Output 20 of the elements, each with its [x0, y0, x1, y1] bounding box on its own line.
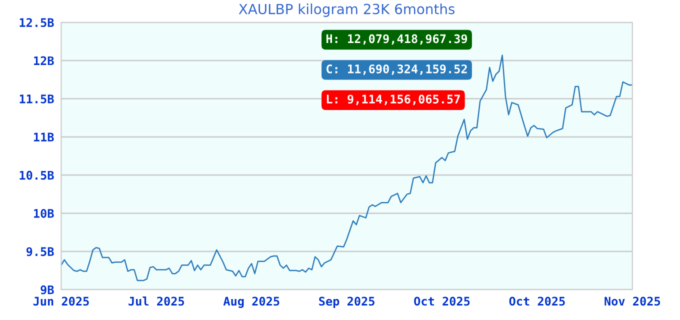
- annotation: C: 11,690,324,159.52: [326, 64, 467, 75]
- x-tick-label: Sep 2025: [319, 296, 374, 308]
- y-tick-label: 11.5B: [20, 94, 54, 104]
- x-tick-label: Jul 2025: [128, 296, 184, 306]
- x-tick-label: Aug 2025: [223, 296, 280, 308]
- annotation: H: 12,079,418,967.39: [326, 34, 468, 45]
- line-series: [61, 54, 632, 282]
- chart-title: XAULBP kilogram 23K 6months: [238, 4, 455, 17]
- y-tick-label: 9B: [40, 285, 54, 294]
- annotation: L: 9,114,156,065.57: [326, 94, 460, 106]
- x-tick-label: Jun 2025: [33, 296, 89, 306]
- y-tick-label: 12B: [34, 56, 54, 66]
- y-tick-label: 9.5B: [26, 247, 54, 256]
- y-tick-label: 10.5B: [20, 170, 54, 180]
- x-tick-label: Oct 2025: [509, 296, 565, 306]
- y-tick-label: 10B: [34, 208, 54, 218]
- y-tick-label: 11B: [34, 132, 54, 142]
- y-tick-label: 12.5B: [20, 18, 54, 28]
- x-tick-label: Nov 2025: [604, 296, 660, 306]
- x-tick-label: Oct 2025: [414, 296, 470, 306]
